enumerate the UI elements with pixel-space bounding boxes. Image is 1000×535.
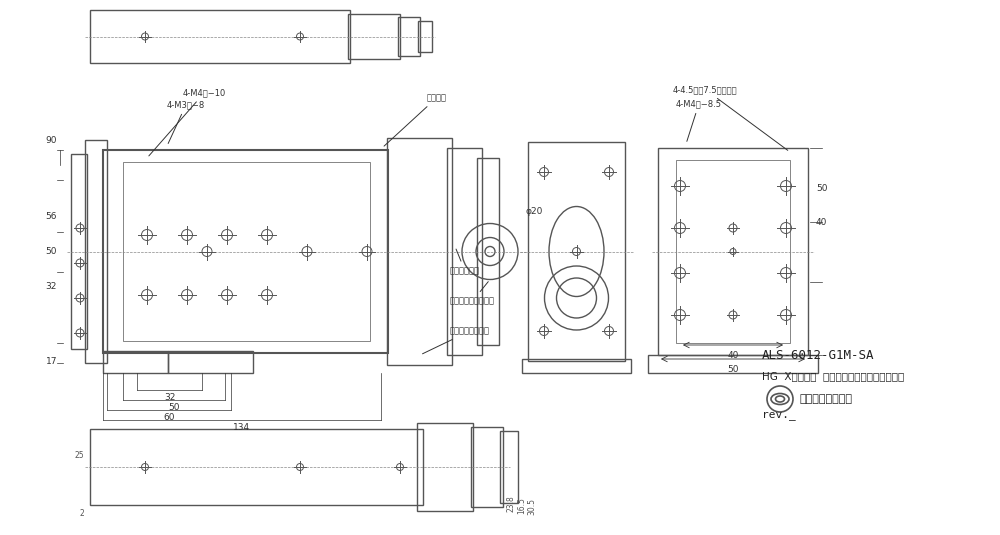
Text: 50: 50 [46, 247, 57, 256]
Text: 中央精機株式会社: 中央精機株式会社 [800, 394, 853, 404]
Text: 手動ハンドル: 手動ハンドル [450, 249, 480, 276]
Text: 17: 17 [46, 356, 57, 365]
Bar [471, 427, 503, 507]
Text: 4-M4深−10: 4-M4深−10 [149, 88, 226, 156]
Text: 90: 90 [46, 135, 57, 144]
Text: 4-4.5吉、7.5深サラメ: 4-4.5吉、7.5深サラメ [673, 85, 788, 150]
Text: HG  Xステージ  ボールねじ仕様、スケール付: HG Xステージ ボールねじ仕様、スケール付 [762, 371, 904, 381]
Text: rev._: rev._ [762, 410, 796, 420]
Text: 4-M4深−8.5: 4-M4深−8.5 [676, 99, 722, 141]
Bar [500, 431, 518, 503]
Text: 40: 40 [816, 218, 827, 227]
Text: 60: 60 [163, 413, 175, 422]
Text: 40: 40 [727, 351, 739, 360]
Bar [90, 10, 350, 63]
Text: ステッピングモータ: ステッピングモータ [450, 281, 495, 305]
Text: φ20: φ20 [525, 207, 542, 216]
Text: 4-M3深−8: 4-M3深−8 [167, 100, 205, 143]
Text: 50: 50 [727, 365, 739, 374]
Bar [447, 148, 482, 355]
Bar [168, 351, 253, 373]
Text: 50: 50 [168, 403, 180, 412]
Text: 30.5: 30.5 [527, 498, 536, 515]
Bar [658, 148, 808, 355]
Bar [90, 429, 423, 505]
Text: 50: 50 [816, 184, 827, 193]
Bar [398, 17, 420, 56]
Bar [648, 355, 818, 373]
Text: 32: 32 [164, 393, 175, 402]
Text: 16.5: 16.5 [517, 497, 526, 514]
Bar [103, 351, 168, 373]
Bar [417, 423, 473, 511]
Bar [387, 138, 452, 365]
Bar [418, 21, 432, 52]
Text: 56: 56 [46, 212, 57, 221]
Text: 32: 32 [46, 282, 57, 291]
Bar [123, 162, 370, 341]
Text: 134: 134 [233, 423, 251, 432]
Bar [71, 154, 87, 349]
Bar [528, 142, 625, 361]
Bar [348, 14, 400, 59]
Text: 25: 25 [74, 450, 84, 460]
Bar [676, 160, 790, 343]
Bar [85, 140, 107, 363]
Text: 23.8: 23.8 [507, 495, 516, 512]
Bar [103, 150, 388, 353]
Text: スケールケーブル: スケールケーブル [423, 326, 490, 354]
Text: コネクタ: コネクタ [384, 93, 447, 146]
Bar [477, 158, 499, 345]
Text: ALS-6012-G1M-SA: ALS-6012-G1M-SA [762, 349, 874, 362]
Bar [522, 359, 631, 373]
Text: 2: 2 [79, 508, 84, 517]
